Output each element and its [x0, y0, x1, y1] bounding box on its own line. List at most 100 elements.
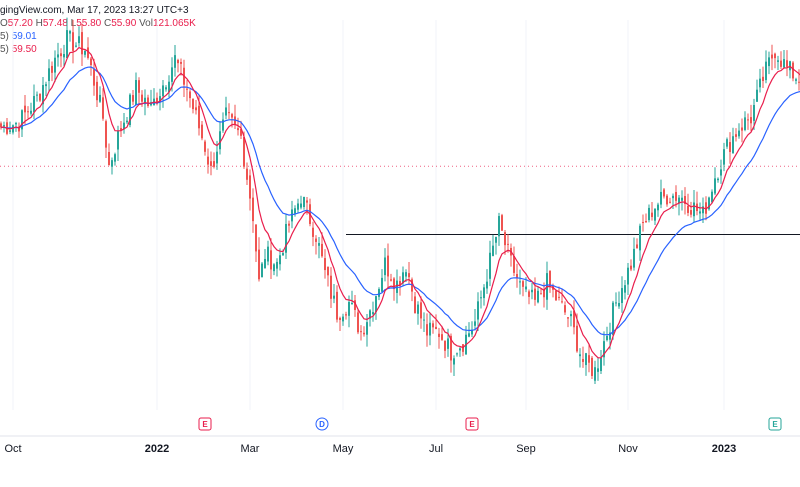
candle-body: [594, 367, 596, 381]
candle-body: [96, 81, 98, 101]
moving-averages: [0, 46, 800, 359]
candle-body: [378, 289, 380, 297]
volume-label: Vol: [139, 18, 153, 29]
candle-body: [381, 277, 383, 292]
candle-body: [579, 354, 581, 357]
candle-body: [270, 250, 272, 270]
candle-body: [420, 302, 422, 319]
candle-body: [99, 94, 101, 102]
candle-body: [702, 206, 704, 214]
candle-body: [654, 208, 656, 221]
candle-body: [543, 289, 545, 298]
candle-body: [207, 156, 209, 165]
candle-body: [426, 324, 428, 336]
candle-body: [438, 333, 440, 337]
candle-body: [798, 81, 800, 83]
candle-body: [774, 53, 776, 59]
candle-body: [66, 30, 68, 59]
candle-body: [516, 274, 518, 279]
candle-body: [618, 302, 620, 307]
candle-body: [324, 258, 326, 271]
candle-body: [375, 296, 377, 313]
candle-body: [393, 278, 395, 290]
candle-body: [228, 112, 230, 114]
candle-body: [477, 301, 479, 320]
candle-body: [621, 288, 623, 304]
candle-body: [165, 87, 167, 90]
event-marker-earnings[interactable]: E: [198, 417, 212, 431]
candle-body: [126, 120, 128, 123]
event-box: [768, 417, 782, 431]
candle-body: [162, 85, 164, 97]
candle-body: [69, 31, 71, 34]
candle-body: [177, 59, 179, 64]
event-marker-earnings_green[interactable]: E: [768, 417, 782, 431]
candle-body: [777, 60, 779, 62]
candle-body: [609, 332, 611, 340]
candle-body: [651, 212, 653, 218]
candle-body: [84, 50, 86, 55]
candle-body: [15, 123, 17, 125]
candle-body: [186, 88, 188, 90]
ma-fast-legend[interactable]: 5) 59.50: [0, 43, 196, 56]
candle-body: [459, 348, 461, 351]
candle-body: [765, 61, 767, 81]
candle-body: [558, 296, 560, 298]
candle-body: [417, 304, 419, 314]
ma-fast-value: 59.50: [11, 44, 37, 55]
candle-body: [348, 301, 350, 316]
ma-slow-legend[interactable]: 5) 59.01: [0, 30, 196, 43]
candle-body: [171, 67, 173, 82]
candle-body: [315, 238, 317, 242]
candle-body: [9, 130, 11, 132]
candle-body: [231, 114, 233, 118]
candle-body: [75, 45, 77, 47]
candle-body: [525, 286, 527, 290]
candle-body: [201, 124, 203, 139]
candle-body: [726, 139, 728, 147]
candle-body: [759, 78, 761, 88]
event-label: E: [469, 420, 475, 429]
candle-body: [123, 122, 125, 130]
candle-body: [51, 65, 53, 73]
candle-body: [210, 161, 212, 166]
low-value: 55.80: [76, 18, 102, 29]
candle-body: [564, 305, 566, 313]
candle-body: [357, 312, 359, 333]
candle-body: [450, 335, 452, 361]
candle-body: [708, 197, 710, 210]
candle-body: [342, 316, 344, 322]
candle-body: [603, 341, 605, 358]
candle-body: [753, 105, 755, 121]
candle-body: [45, 84, 47, 87]
candle-body: [780, 60, 782, 67]
candle-body: [498, 216, 500, 237]
candle-body: [549, 270, 551, 287]
candle-body: [258, 249, 260, 280]
event-marker-dividend[interactable]: D: [315, 417, 329, 431]
candle-body: [159, 96, 161, 103]
candle-body: [675, 191, 677, 201]
candle-body: [489, 252, 491, 279]
candle-body: [102, 97, 104, 119]
candle-body: [714, 178, 716, 194]
candle-body: [285, 223, 287, 253]
candle-body: [90, 58, 92, 66]
candle-body: [501, 215, 503, 231]
candle-body: [486, 281, 488, 289]
candle-body: [42, 85, 44, 105]
candle-body: [681, 197, 683, 201]
source-text: gingView.com, Mar 17, 2023 13:27 UTC+3: [0, 5, 189, 16]
horizontal-levels: [0, 165, 800, 235]
candle-body: [204, 141, 206, 152]
candles: [0, 17, 800, 385]
candle-body: [606, 335, 608, 341]
candle-body: [642, 222, 644, 224]
candle-body: [351, 302, 353, 305]
event-marker-earnings[interactable]: E: [465, 417, 479, 431]
candle-body: [693, 202, 695, 217]
candle-body: [264, 259, 266, 269]
candle-body: [741, 127, 743, 131]
